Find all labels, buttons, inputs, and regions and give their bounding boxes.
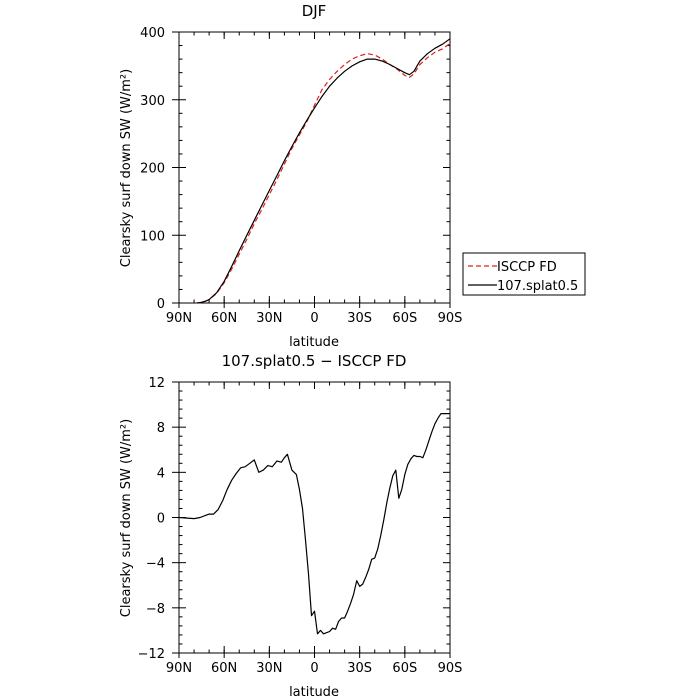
bottom-y-tick-label: −12 [138, 647, 165, 662]
top-x-tick-label: 90S [438, 311, 463, 326]
top-y-tick-label: 200 [140, 162, 165, 177]
bottom-y-axis-label: Clearsky surf down SW (W/m²) [119, 419, 134, 617]
top-chart-title: DJF [302, 2, 327, 20]
bottom-y-tick-label: −4 [146, 557, 165, 572]
bottom-series-lines [178, 413, 450, 635]
bottom-x-tick-label: 60N [211, 661, 237, 676]
legend: ISCCP FD 107.splat0.5 [462, 252, 586, 296]
top-y-tick-label: 300 [140, 94, 165, 109]
bottom-y-tick-label: 0 [157, 512, 165, 527]
top-panel: DJF 90N 60N 30N 0 30S 60S 90S 0 100 200 300 400 lat… [119, 2, 586, 350]
legend-label-isccp: ISCCP FD [497, 260, 557, 275]
top-y-axis-label: Clearsky surf down SW (W/m²) [119, 69, 134, 267]
top-x-tick-label: 30S [347, 311, 372, 326]
legend-box [462, 252, 586, 296]
bottom-y-tick-label: −8 [146, 602, 165, 617]
top-series-lines [197, 38, 451, 304]
top-y-tick-label: 100 [140, 229, 165, 244]
bottom-x-tick-label: 60S [392, 661, 417, 676]
bottom-x-tick-label: 90S [438, 661, 463, 676]
bottom-x-tick-label: 90N [166, 661, 192, 676]
bottom-y-tick-label: 8 [157, 421, 165, 436]
bottom-x-tick-label: 30S [347, 661, 372, 676]
bottom-x-tick-label: 0 [310, 661, 318, 676]
bottom-panel: 107.splat0.5 − ISCCP FD 90N 60N 30N 0 30S 60S… [119, 352, 462, 700]
top-series-line-0 [197, 43, 451, 304]
top-plot-frame [178, 31, 451, 304]
top-axis-ticks: 90N 60N 30N 0 30S 60S 90S 0 100 200 300 400 [140, 26, 462, 326]
bottom-y-tick-label: 12 [148, 376, 165, 391]
bottom-axis-ticks: 90N 60N 30N 0 30S 60S 90S −12 −8 −4 0 4 8 12 [138, 376, 463, 676]
top-x-tick-label: 0 [310, 311, 318, 326]
top-x-tick-label: 60S [392, 311, 417, 326]
top-x-axis-label: latitude [289, 335, 339, 350]
top-series-line-1 [197, 38, 451, 304]
legend-label-model: 107.splat0.5 [497, 279, 578, 294]
bottom-chart-title: 107.splat0.5 − ISCCP FD [222, 352, 407, 370]
top-x-tick-label: 90N [166, 311, 192, 326]
bottom-series-line-0 [178, 413, 450, 635]
top-y-tick-label: 0 [157, 297, 165, 312]
bottom-x-axis-label: latitude [289, 685, 339, 700]
bottom-y-tick-label: 4 [157, 466, 165, 481]
bottom-x-tick-label: 30N [256, 661, 282, 676]
top-y-tick-label: 400 [140, 26, 165, 41]
top-x-tick-label: 60N [211, 311, 237, 326]
top-x-tick-label: 30N [256, 311, 282, 326]
